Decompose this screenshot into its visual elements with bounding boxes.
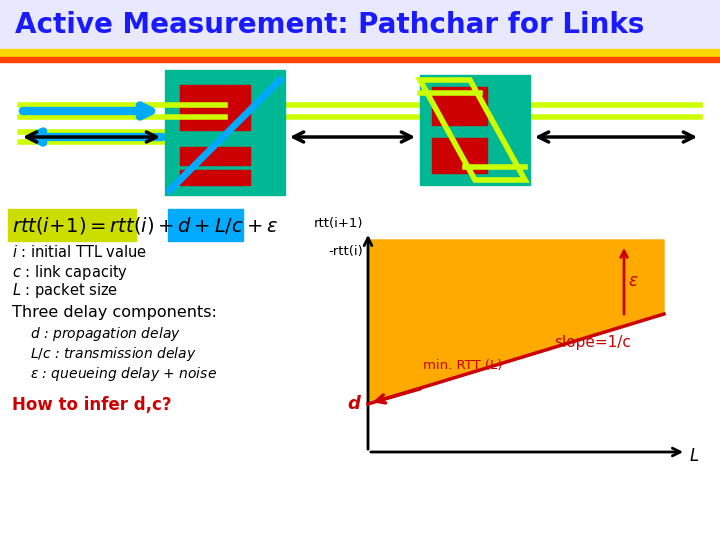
Bar — [432, 87, 487, 125]
Text: $d$ : propagation delay: $d$ : propagation delay — [30, 325, 181, 343]
Bar — [8, 209, 136, 241]
Bar — [180, 85, 250, 130]
Text: -rtt(i): -rtt(i) — [328, 245, 363, 258]
Bar — [420, 75, 530, 185]
Text: $i$ : initial TTL value: $i$ : initial TTL value — [12, 244, 147, 260]
Bar — [0, 0, 720, 50]
Text: $rtt(i\!+\!1) = rtt(i) + d + L/c + \varepsilon$: $rtt(i\!+\!1) = rtt(i) + d + L/c + \vare… — [12, 214, 278, 235]
Bar — [0, 49, 720, 57]
Bar — [180, 170, 250, 185]
Bar — [165, 70, 285, 195]
Bar — [0, 57, 720, 62]
Polygon shape — [368, 240, 664, 404]
Bar — [180, 147, 250, 165]
Text: How to infer d,c?: How to infer d,c? — [12, 396, 171, 414]
Bar — [432, 138, 487, 173]
Text: $L$ : packet size: $L$ : packet size — [12, 281, 118, 300]
Text: $\varepsilon$: $\varepsilon$ — [628, 272, 639, 290]
Text: $\varepsilon$ : queueing delay $+$ noise: $\varepsilon$ : queueing delay $+$ noise — [30, 365, 217, 383]
Text: min. RTT (L): min. RTT (L) — [423, 360, 503, 373]
Text: L: L — [690, 447, 699, 465]
Text: slope=1/c: slope=1/c — [554, 334, 631, 349]
Text: Three delay components:: Three delay components: — [12, 306, 217, 321]
Text: $L/c$ : transmission delay: $L/c$ : transmission delay — [30, 345, 197, 363]
Text: Active Measurement: Pathchar for Links: Active Measurement: Pathchar for Links — [15, 11, 644, 39]
Text: rtt(i+1): rtt(i+1) — [313, 217, 363, 230]
Bar — [168, 209, 243, 241]
Text: d: d — [347, 395, 360, 413]
Text: $c$ : link capacity: $c$ : link capacity — [12, 262, 128, 281]
